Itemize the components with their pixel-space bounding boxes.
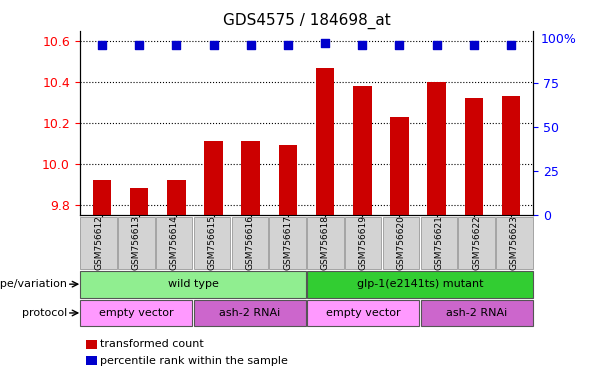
Text: empty vector: empty vector xyxy=(326,308,400,318)
Text: GSM756613: GSM756613 xyxy=(132,215,141,270)
Text: GSM756618: GSM756618 xyxy=(321,215,330,270)
Point xyxy=(283,42,293,48)
Text: protocol: protocol xyxy=(22,308,67,318)
Bar xyxy=(279,146,297,215)
Text: ash-2 RNAi: ash-2 RNAi xyxy=(219,308,280,318)
Point xyxy=(432,42,441,48)
Text: 100%: 100% xyxy=(540,33,576,46)
Bar xyxy=(390,117,409,215)
Text: GSM756623: GSM756623 xyxy=(510,215,519,270)
Bar xyxy=(130,189,148,215)
Text: wild type: wild type xyxy=(168,279,218,289)
Text: GSM756614: GSM756614 xyxy=(170,215,179,270)
Point xyxy=(506,42,516,48)
Point xyxy=(469,42,479,48)
Text: ash-2 RNAi: ash-2 RNAi xyxy=(446,308,507,318)
Point xyxy=(172,42,181,48)
Text: transformed count: transformed count xyxy=(100,339,204,349)
Bar xyxy=(465,98,483,215)
Bar xyxy=(204,141,223,215)
Bar xyxy=(353,86,371,215)
Point xyxy=(246,42,256,48)
Text: GSM756612: GSM756612 xyxy=(94,215,103,270)
Text: percentile rank within the sample: percentile rank within the sample xyxy=(100,356,287,366)
Point xyxy=(97,42,107,48)
Text: GSM756615: GSM756615 xyxy=(207,215,216,270)
Text: genotype/variation: genotype/variation xyxy=(0,279,67,289)
Text: GSM756617: GSM756617 xyxy=(283,215,292,270)
Bar xyxy=(501,96,520,215)
Title: GDS4575 / 184698_at: GDS4575 / 184698_at xyxy=(223,13,390,29)
Text: glp-1(e2141ts) mutant: glp-1(e2141ts) mutant xyxy=(357,279,483,289)
Point xyxy=(320,40,330,46)
Text: GSM756621: GSM756621 xyxy=(434,215,443,270)
Bar xyxy=(316,68,334,215)
Text: GSM756622: GSM756622 xyxy=(472,215,481,270)
Text: GSM756620: GSM756620 xyxy=(397,215,406,270)
Bar xyxy=(167,180,186,215)
Text: GSM756619: GSM756619 xyxy=(359,215,368,270)
Point xyxy=(395,42,405,48)
Bar xyxy=(93,180,112,215)
Point xyxy=(208,42,218,48)
Text: empty vector: empty vector xyxy=(99,308,173,318)
Text: GSM756616: GSM756616 xyxy=(245,215,254,270)
Bar xyxy=(242,141,260,215)
Point xyxy=(134,42,144,48)
Bar xyxy=(427,82,446,215)
Point xyxy=(357,42,367,48)
